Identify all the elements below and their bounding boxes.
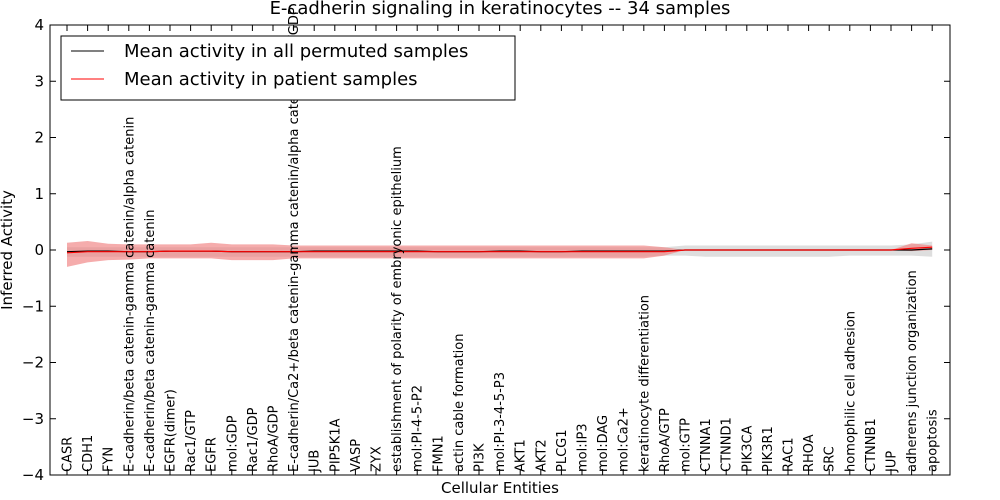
x-category-label: EGFR xyxy=(205,437,220,472)
x-category-label: CTNND1 xyxy=(720,417,735,472)
chart-title: E-cadherin signaling in keratinocytes --… xyxy=(270,0,731,19)
x-axis-ticks xyxy=(66,25,933,475)
x-axis-label: Cellular Entities xyxy=(441,479,559,497)
x-category-label: adherens junction organization xyxy=(905,270,920,472)
x-category-label: mol:IP3 xyxy=(576,423,591,472)
y-tick-label: 1 xyxy=(34,185,44,203)
y-axis: −4 −3 −2 −1 0 1 2 3 4 xyxy=(22,16,950,484)
legend-label-patient: Mean activity in patient samples xyxy=(124,69,418,90)
y-tick-label: −4 xyxy=(22,466,44,484)
x-category-label: Rac1/GDP xyxy=(246,407,261,472)
x-category-label: PIK3CA xyxy=(740,425,755,472)
x-category-label: VASP xyxy=(349,439,364,472)
x-category-label: homophilic cell adhesion xyxy=(843,311,858,472)
x-category-label: SRC xyxy=(823,446,838,472)
x-category-label: PLCG1 xyxy=(555,429,570,472)
x-category-label: CDH1 xyxy=(81,435,96,472)
y-tick-label: −2 xyxy=(22,354,44,372)
x-category-label: FYN xyxy=(102,447,117,472)
x-category-label: mol:DAG xyxy=(596,415,611,472)
x-category-label: AKT2 xyxy=(534,439,549,472)
x-category-label: mol:GDP xyxy=(225,415,240,472)
x-category-label: CASR xyxy=(61,437,76,472)
legend: Mean activity in all permuted samples Me… xyxy=(60,35,516,101)
y-tick-label: −3 xyxy=(22,410,44,428)
y-axis-label: Inferred Activity xyxy=(0,190,16,310)
x-category-labels: CASR CDH1 FYN E-cadherin/beta catenin-gamma… xyxy=(61,7,941,473)
legend-box xyxy=(60,35,516,101)
x-category-label: FMN1 xyxy=(431,435,446,472)
x-category-label: PIP5K1A xyxy=(328,418,343,472)
x-category-label: mol:PI-3-4-5-P3 xyxy=(493,372,508,472)
confidence-bands xyxy=(67,241,933,267)
x-category-label: RhoA/GDP xyxy=(267,405,282,472)
x-category-label: mol:PI-4-5-P2 xyxy=(411,385,426,472)
y-tick-label: 4 xyxy=(34,16,44,34)
x-category-label: JUB xyxy=(308,450,323,473)
x-category-label: mol:GTP xyxy=(679,418,694,472)
x-category-label: E-cadherin/beta catenin-gamma catenin/al… xyxy=(122,117,137,472)
x-category-label: PI3K xyxy=(473,443,488,472)
x-category-label: RHOA xyxy=(802,434,817,472)
y-tick-label: −1 xyxy=(22,297,44,315)
x-category-label: CTNNB1 xyxy=(864,418,879,472)
x-category-label: establishment of polarity of embryonic e… xyxy=(390,146,405,472)
x-category-label: RAC1 xyxy=(782,437,797,472)
x-category-label: EGFR(dimer) xyxy=(164,389,179,472)
y-tick-label: 3 xyxy=(34,72,44,90)
x-category-label: mol:Ca2+ xyxy=(617,407,632,472)
band-patient xyxy=(67,241,933,267)
legend-label-permuted: Mean activity in all permuted samples xyxy=(124,41,468,62)
x-category-label: keratinocyte differentiation xyxy=(637,295,652,472)
x-category-label: actin cable formation xyxy=(452,334,467,472)
x-category-label: AKT1 xyxy=(514,439,529,472)
x-category-label: RhoA/GTP xyxy=(658,408,673,472)
series-lines xyxy=(66,246,933,254)
x-category-label: E-cadherin/beta catenin-gamma catenin xyxy=(143,210,158,472)
x-category-label: JUP xyxy=(885,451,900,473)
x-category-label: apoptosis xyxy=(926,409,941,472)
y-tick-label: 0 xyxy=(34,241,44,259)
x-category-label: CTNNA1 xyxy=(699,418,714,472)
x-category-label: PIK3R1 xyxy=(761,426,776,472)
line-patient xyxy=(66,246,933,254)
x-category-label: ZYX xyxy=(370,446,385,472)
x-category-label: Rac1/GTP xyxy=(184,410,199,472)
x-category-label: E-cadherin/Ca2+/beta catenin-gamma caten… xyxy=(287,7,302,472)
y-tick-label: 2 xyxy=(34,129,44,147)
